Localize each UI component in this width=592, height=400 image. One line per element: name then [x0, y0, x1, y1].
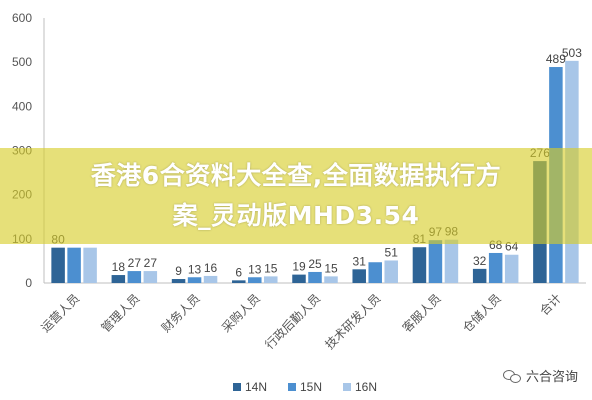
x-tick-label: 仓储人员	[459, 291, 504, 336]
overlay-line-2: 案_灵动版MHD3.54	[172, 201, 420, 230]
y-tick-label: 600	[12, 11, 32, 25]
data-label: 6	[235, 265, 242, 279]
data-label: 13	[248, 262, 262, 276]
legend-swatch	[233, 383, 241, 391]
data-label: 13	[188, 262, 202, 276]
data-label: 19	[292, 260, 306, 274]
bar	[171, 279, 186, 283]
legend-swatch	[343, 383, 351, 391]
data-label: 15	[324, 261, 338, 275]
bar	[83, 247, 97, 283]
bar	[143, 271, 158, 283]
data-label: 27	[128, 256, 142, 270]
bar	[203, 275, 218, 283]
legend-label: 16N	[355, 380, 377, 394]
x-tick-label: 运营人员	[38, 291, 82, 335]
x-tick-label: 合计	[536, 291, 564, 319]
y-tick-label: 0	[25, 276, 32, 290]
x-tick-label: 财务人员	[158, 291, 203, 336]
legend-label: 15N	[300, 380, 322, 394]
bar	[187, 277, 202, 283]
bar	[428, 240, 443, 283]
bar	[308, 271, 322, 283]
bar	[504, 254, 519, 283]
bar	[472, 268, 487, 283]
bar	[368, 262, 382, 283]
y-tick-label: 500	[12, 55, 32, 69]
data-label: 503	[562, 46, 582, 60]
bar	[248, 277, 262, 283]
watermark-text: 六合咨询	[525, 370, 578, 385]
bar	[51, 247, 65, 283]
y-tick-label: 400	[12, 99, 32, 113]
x-tick-label: 采购人员	[218, 291, 263, 336]
bar	[232, 280, 246, 283]
bar	[292, 274, 306, 283]
data-label: 16	[204, 261, 218, 275]
data-label: 489	[546, 52, 566, 66]
data-label: 25	[308, 257, 322, 271]
overlay-line-1: 香港6合资料大全查,全面数据执行方	[90, 161, 502, 190]
x-tick-label: 技术研发人员	[322, 291, 384, 353]
data-label: 31	[353, 254, 367, 268]
data-label: 18	[112, 260, 126, 274]
data-label: 27	[144, 256, 158, 270]
data-label: 9	[175, 264, 182, 278]
x-tick-label: 管理人员	[98, 291, 143, 336]
x-tick-label: 客服人员	[399, 291, 444, 336]
watermark: 六合咨询	[502, 366, 578, 385]
x-tick-label: 行政后勤人员	[262, 291, 323, 352]
bar	[67, 247, 81, 283]
data-label: 32	[473, 254, 487, 268]
bar	[444, 239, 459, 283]
bar	[127, 271, 142, 283]
bar	[412, 247, 427, 283]
bar	[352, 269, 366, 283]
bar	[324, 276, 338, 283]
legend-swatch	[288, 383, 296, 391]
overlay-banner	[0, 148, 592, 244]
bar	[111, 275, 126, 283]
bar	[384, 260, 398, 283]
wechat-icon	[502, 369, 521, 383]
data-label: 51	[385, 245, 399, 259]
overlay-text: 香港6合资料大全查,全面数据执行方 案_灵动版MHD3.54	[0, 156, 592, 236]
data-label: 15	[264, 261, 278, 275]
bar	[264, 276, 278, 283]
bar	[488, 252, 503, 283]
legend-label: 14N	[245, 380, 267, 394]
